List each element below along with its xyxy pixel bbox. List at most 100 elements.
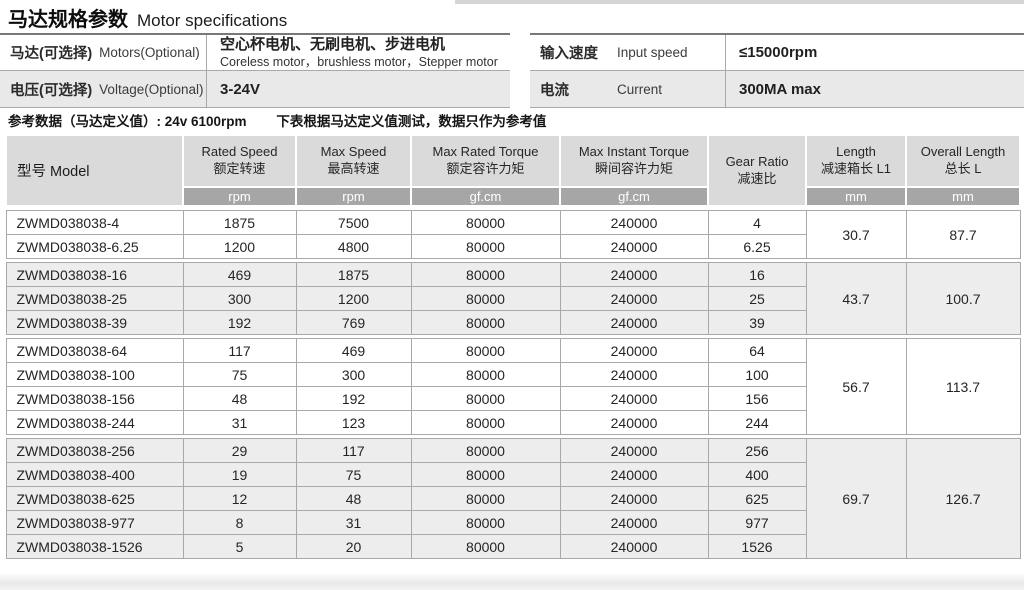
max-speed-cell: 75 [295,462,412,487]
model-cell: ZWMD038038-256 [5,438,184,463]
model-cell: ZWMD038038-244 [5,410,184,435]
max-rated-torque-header-en: Max Rated Torque [432,144,539,160]
overall-length-column-header: Overall Length 总长 L [905,134,1021,188]
max-instant-torque-column-header: Max Instant Torque 瞬间容许力矩 [559,134,709,188]
table-row: ZWMD038038-39 192 769 80000 240000 39 [5,310,1020,335]
input-speed-row: 输入速度 Input speed ≤15000rpm [530,35,1024,71]
model-cell: ZWMD038038-977 [5,510,184,535]
table-row: ZWMD038038-244 31 123 80000 240000 244 [5,410,1020,435]
motors-label: 马达(可选择) Motors(Optional) [0,35,207,70]
rated-speed-cell: 5 [182,534,297,559]
max-instant-torque-cell: 240000 [559,310,709,335]
spec-header-row: 型号 Model Rated Speed 额定转速 Max Speed 最高转速… [5,134,1021,207]
gear-ratio-cell: 6.25 [707,234,807,259]
max-rated-torque-cell: 80000 [410,234,561,259]
model-cell: ZWMD038038-16 [5,262,184,287]
current-value: 300MA max [726,71,1024,107]
overall-length-cell: 100.7 [905,262,1021,335]
model-cell: ZWMD038038-6.25 [5,234,184,259]
table-row: ZWMD038038-64 117 469 80000 240000 64 56.7 113.… [5,338,1021,435]
length-unit: mm [805,186,907,207]
gear-ratio-header-zh: 减速比 [737,170,777,186]
max-instant-torque-cell: 240000 [559,362,709,387]
table-row: ZWMD038038-977 8 31 80000 240000 977 [5,510,1020,535]
max-instant-torque-cell: 240000 [559,386,709,411]
voltage-label: 电压(可选择) Voltage(Optional) [0,71,207,107]
rated-speed-cell: 117 [182,338,297,363]
max-instant-torque-cell: 240000 [559,410,709,435]
input-speed-label: 输入速度 Input speed [530,35,726,70]
max-instant-torque-cell: 240000 [559,262,709,287]
motors-label-zh: 马达(可选择) [10,46,93,62]
length-column-header: Length 减速箱长 L1 [805,134,907,188]
rated-speed-column-header: Rated Speed 额定转速 [182,134,297,188]
max-speed-cell: 48 [295,486,412,511]
model-cell: ZWMD038038-39 [5,310,184,335]
gear-ratio-column-header: Gear Ratio 减速比 [707,134,807,207]
spec-table: 型号 Model Rated Speed 额定转速 Max Speed 最高转速… [5,134,1021,559]
model-cell: ZWMD038038-625 [5,486,184,511]
length-l1-cell: 56.7 [805,338,907,435]
table-row: ZWMD038038-256 29 117 80000 240000 256 69.7 126… [5,438,1021,559]
gear-ratio-cell: 39 [707,310,807,335]
max-rated-torque-cell: 80000 [410,486,561,511]
length-header-zh: 减速箱长 L1 [820,161,892,176]
max-rated-torque-cell: 80000 [410,338,561,363]
table-row: ZWMD038038-6.25 1200 4800 80000 240000 6.25 [5,234,1020,259]
max-speed-cell: 1200 [295,286,412,311]
rated-speed-cell: 192 [182,310,297,335]
voltage-label-zh: 电压(可选择) [10,82,93,99]
gear-ratio-cell: 4 [707,210,807,235]
voltage-label-en: Voltage(Optional) [99,81,204,97]
max-instant-torque-header-en: Max Instant Torque [578,144,690,160]
max-speed-header-en: Max Speed [320,144,387,160]
max-rated-torque-column-header: Max Rated Torque 额定容许力矩 [410,134,561,188]
max-rated-torque-cell: 80000 [410,386,561,411]
page-title-zh: 马达规格参数 [8,9,128,31]
motor-info-table: 马达(可选择) Motors(Optional) 空心杯电机、无刷电机、步进电机… [0,33,510,108]
rated-speed-cell: 19 [182,462,297,487]
motor-info-row: 马达(可选择) Motors(Optional) 空心杯电机、无刷电机、步进电机… [0,35,510,71]
gear-ratio-cell: 977 [707,510,807,535]
rated-speed-cell: 12 [182,486,297,511]
page-title-en: Motor specifications [137,11,288,30]
model-column-header: 型号 Model [5,134,184,207]
max-instant-torque-cell: 240000 [559,510,709,535]
voltage-info-row: 电压(可选择) Voltage(Optional) 3-24V [0,71,510,108]
current-value-text: 300MA max [739,80,821,98]
model-cell: ZWMD038038-25 [5,286,184,311]
reference-note-description: 下表根据马达定义值测试，数据只作为参考值 [276,114,547,129]
gear-ratio-cell: 244 [707,410,807,435]
scan-edge-strip [455,0,1024,4]
input-speed-label-en: Input speed [617,45,688,60]
rated-speed-cell: 31 [182,410,297,435]
model-cell: ZWMD038038-4 [5,210,184,235]
gear-ratio-cell: 1526 [707,534,807,559]
length-header-en: Length [836,144,876,160]
gear-ratio-cell: 400 [707,462,807,487]
motors-label-en: Motors(Optional) [99,45,200,60]
spec-unit-row: rpm rpm gf.cm gf.cm mm mm [6,186,1021,207]
rated-speed-cell: 8 [182,510,297,535]
max-rated-torque-cell: 80000 [410,510,561,535]
max-rated-torque-cell: 80000 [410,310,561,335]
length-l1-cell: 69.7 [805,438,907,559]
max-rated-torque-cell: 80000 [410,410,561,435]
max-speed-cell: 1875 [295,262,412,287]
gear-ratio-cell: 100 [707,362,807,387]
max-speed-cell: 20 [295,534,412,559]
max-speed-cell: 117 [295,438,412,463]
rated-speed-unit: rpm [182,186,297,207]
power-info-table: 输入速度 Input speed ≤15000rpm 电流 Current 30… [530,33,1024,108]
gear-ratio-cell: 156 [707,386,807,411]
rated-speed-header-zh: 额定转速 [213,161,266,176]
max-rated-torque-unit: gf.cm [410,186,561,207]
length-l1-cell: 43.7 [805,262,907,335]
group-spacer [6,434,1020,439]
max-rated-torque-cell: 80000 [410,438,561,463]
rated-speed-cell: 469 [182,262,297,287]
max-instant-torque-header-zh: 瞬间容许力矩 [594,161,673,176]
max-speed-column-header: Max Speed 最高转速 [295,134,412,188]
motors-value: 空心杯电机、无刷电机、步进电机 Coreless motor，brushless… [207,35,510,70]
rated-speed-header-en: Rated Speed [201,144,278,160]
